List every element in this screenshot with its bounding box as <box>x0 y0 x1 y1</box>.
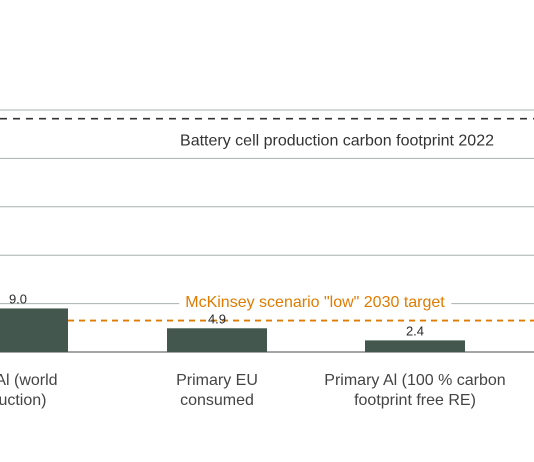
reference-label-backdrop <box>179 293 452 312</box>
category-tick-label: footprint free RE) <box>354 392 476 409</box>
bar <box>167 328 267 352</box>
category-tick-label: ry Al (world <box>0 372 58 389</box>
category-tick-label: duction) <box>0 392 46 409</box>
data-label: 9.0 <box>9 291 27 306</box>
category-tick-label: Primary Al (100 % carbon <box>324 372 505 389</box>
reference-label-target: McKinsey scenario "low" 2030 target <box>185 294 445 311</box>
bars <box>0 308 465 352</box>
category-tick-label: consumed <box>180 392 254 409</box>
labels: 9.0 ry Al (world duction) 4.9 Primary EU cons… <box>0 133 506 409</box>
data-label: 2.4 <box>406 323 424 338</box>
data-label: 4.9 <box>208 311 226 326</box>
reference-label-battery: Battery cell production carbon footprint… <box>180 133 494 150</box>
category-tick-label: Primary EU <box>176 372 258 389</box>
bar <box>0 308 68 352</box>
bar <box>365 340 465 352</box>
reference-lines <box>0 117 534 322</box>
